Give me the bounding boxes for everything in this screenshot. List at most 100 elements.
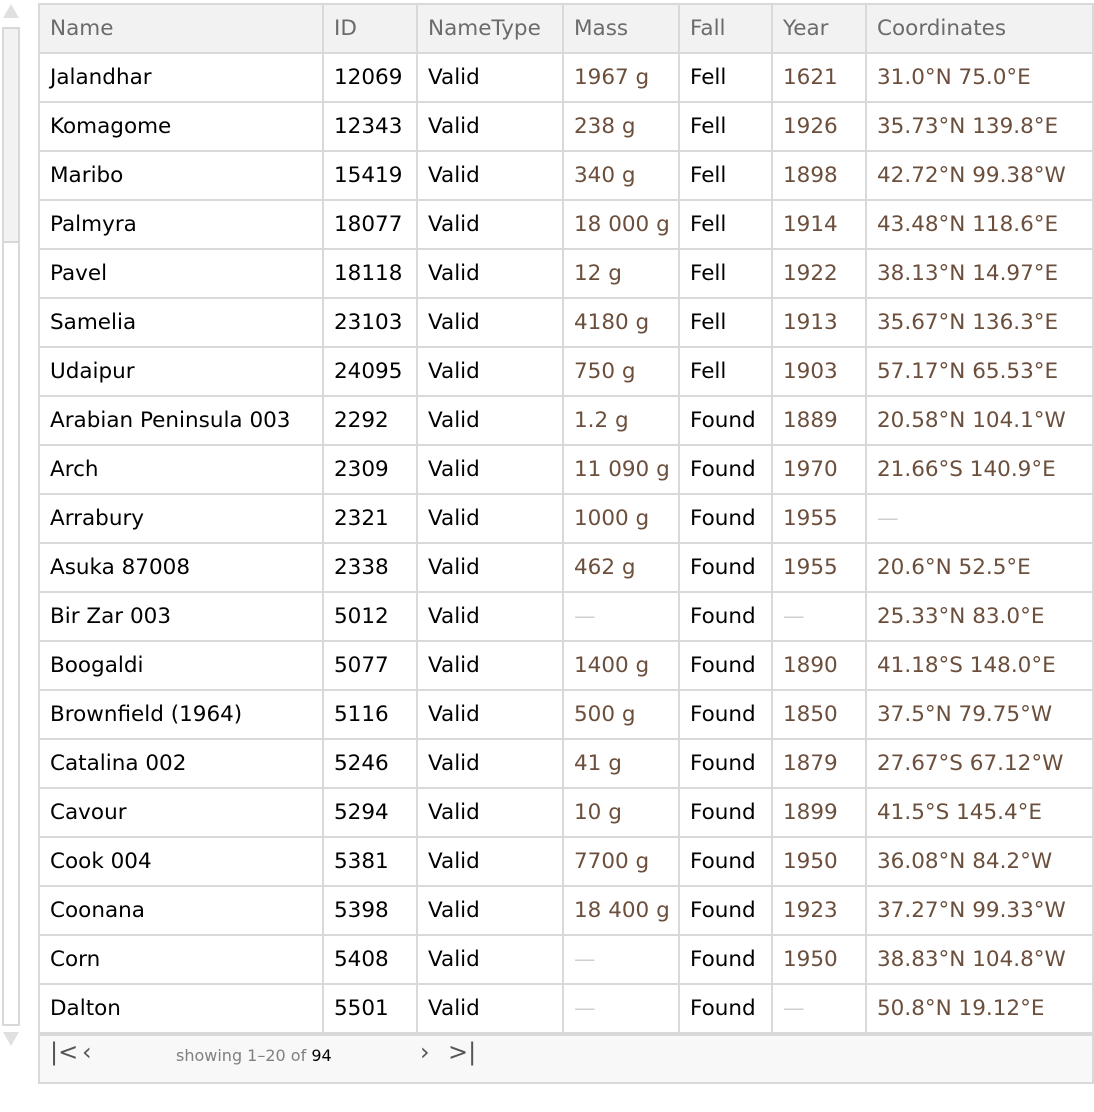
- scrollbar-track[interactable]: [2, 27, 20, 1026]
- cell-fall: Found: [678, 542, 773, 593]
- cell-year: 1923: [771, 885, 867, 936]
- cell-nametype: Valid: [416, 101, 564, 152]
- table-row[interactable]: Arch 2309 Valid 11 090 g Found 1970 21.66°S 14…: [40, 444, 1092, 495]
- cell-name: Cook 004: [40, 836, 324, 887]
- column-header-nametype[interactable]: NameType: [416, 5, 564, 54]
- table-row[interactable]: Samelia 23103 Valid 4180 g Fell 1913 35.67°N 1…: [40, 297, 1092, 348]
- cell-id: 5246: [322, 738, 418, 789]
- last-page-icon[interactable]: >|: [448, 1038, 477, 1066]
- cell-name: Jalandhar: [40, 52, 324, 103]
- table-row[interactable]: Coonana 5398 Valid 18 400 g Found 1923 37.27°N…: [40, 885, 1092, 936]
- cell-nametype: Valid: [416, 248, 564, 299]
- cell-fall: Found: [678, 738, 773, 789]
- cell-nametype: Valid: [416, 934, 564, 985]
- cell-name: Udaipur: [40, 346, 324, 397]
- table-row[interactable]: Palmyra 18077 Valid 18 000 g Fell 1914 43.48°N…: [40, 199, 1092, 250]
- cell-year: 1890: [771, 640, 867, 691]
- scrollbar-thumb[interactable]: [4, 29, 18, 243]
- table-row[interactable]: Corn 5408 Valid — Found 1950 38.83°N 104.8°W: [40, 934, 1092, 985]
- cell-id: 18077: [322, 199, 418, 250]
- cell-id: 24095: [322, 346, 418, 397]
- cell-fall: Fell: [678, 297, 773, 348]
- next-page-icon[interactable]: ›: [420, 1038, 430, 1066]
- table-row[interactable]: Boogaldi 5077 Valid 1400 g Found 1890 41.18°S …: [40, 640, 1092, 691]
- cell-coordinates: 43.48°N 118.6°E: [865, 199, 1092, 250]
- cell-mass: 7700 g: [562, 836, 680, 887]
- table-row[interactable]: Pavel 18118 Valid 12 g Fell 1922 38.13°N 14.97…: [40, 248, 1092, 299]
- cell-nametype: Valid: [416, 983, 564, 1034]
- table-row[interactable]: Arabian Peninsula 003 2292 Valid 1.2 g Found…: [40, 395, 1092, 446]
- cell-name: Cavour: [40, 787, 324, 838]
- column-header-fall[interactable]: Fall: [678, 5, 773, 54]
- cell-coordinates: 35.73°N 139.8°E: [865, 101, 1092, 152]
- table-row[interactable]: Brownfield (1964) 5116 Valid 500 g Found 1850…: [40, 689, 1092, 740]
- scroll-down-arrow-icon[interactable]: [3, 1032, 19, 1046]
- cell-mass: 18 000 g: [562, 199, 680, 250]
- cell-name: Bir Zar 003: [40, 591, 324, 642]
- table-row[interactable]: Maribo 15419 Valid 340 g Fell 1898 42.72°N 99.…: [40, 150, 1092, 201]
- table-row[interactable]: Bir Zar 003 5012 Valid — Found —25.33°N 83.0°…: [40, 591, 1092, 642]
- cell-mass: 1.2 g: [562, 395, 680, 446]
- cell-nametype: Valid: [416, 346, 564, 397]
- previous-page-icon[interactable]: ‹: [82, 1038, 92, 1066]
- column-header-year[interactable]: Year: [771, 5, 867, 54]
- cell-nametype: Valid: [416, 591, 564, 642]
- cell-name: Arch: [40, 444, 324, 495]
- table-row[interactable]: Udaipur 24095 Valid 750 g Fell 1903 57.17°N 65…: [40, 346, 1092, 397]
- cell-year: 1950: [771, 836, 867, 887]
- table-row[interactable]: Asuka 87008 2338 Valid 462 g Found 1955 20.6°N…: [40, 542, 1092, 593]
- cell-nametype: Valid: [416, 689, 564, 740]
- cell-coordinates: 25.33°N 83.0°E: [865, 591, 1092, 642]
- cell-mass: 1967 g: [562, 52, 680, 103]
- cell-id: 18118: [322, 248, 418, 299]
- column-header-id[interactable]: ID: [322, 5, 418, 54]
- cell-year: 1621: [771, 52, 867, 103]
- cell-nametype: Valid: [416, 542, 564, 593]
- cell-nametype: Valid: [416, 885, 564, 936]
- first-page-icon[interactable]: |<: [50, 1038, 79, 1066]
- cell-coordinates: 38.83°N 104.8°W: [865, 934, 1092, 985]
- cell-year: 1955: [771, 542, 867, 593]
- cell-mass: —: [562, 591, 680, 642]
- vertical-scrollbar[interactable]: [0, 0, 22, 1050]
- cell-id: 23103: [322, 297, 418, 348]
- column-header-mass[interactable]: Mass: [562, 5, 680, 54]
- dataset-table: Name ID NameType Mass Fall Year Coordina…: [38, 3, 1094, 1084]
- cell-fall: Found: [678, 689, 773, 740]
- cell-mass: 11 090 g: [562, 444, 680, 495]
- table-row[interactable]: Cavour 5294 Valid 10 g Found 1899 41.5°S 145.4…: [40, 787, 1092, 838]
- cell-coordinates: 41.18°S 148.0°E: [865, 640, 1092, 691]
- cell-nametype: Valid: [416, 640, 564, 691]
- cell-mass: 12 g: [562, 248, 680, 299]
- cell-name: Coonana: [40, 885, 324, 936]
- cell-year: 1898: [771, 150, 867, 201]
- cell-fall: Found: [678, 787, 773, 838]
- cell-id: 2292: [322, 395, 418, 446]
- column-header-name[interactable]: Name: [40, 5, 324, 54]
- cell-fall: Fell: [678, 52, 773, 103]
- table-row[interactable]: Komagome 12343 Valid 238 g Fell 1926 35.73°N 1…: [40, 101, 1092, 152]
- cell-year: 1899: [771, 787, 867, 838]
- cell-fall: Found: [678, 983, 773, 1034]
- table-row[interactable]: Dalton 5501 Valid — Found —50.8°N 19.12°E: [40, 983, 1092, 1034]
- cell-year: —: [771, 983, 867, 1034]
- table-row[interactable]: Arrabury 2321 Valid 1000 g Found 1955—: [40, 493, 1092, 544]
- cell-year: 1922: [771, 248, 867, 299]
- column-header-coordinates[interactable]: Coordinates: [865, 5, 1092, 54]
- cell-name: Arrabury: [40, 493, 324, 544]
- cell-year: 1914: [771, 199, 867, 250]
- cell-coordinates: 37.5°N 79.75°W: [865, 689, 1092, 740]
- cell-mass: —: [562, 983, 680, 1034]
- cell-name: Boogaldi: [40, 640, 324, 691]
- cell-coordinates: 41.5°S 145.4°E: [865, 787, 1092, 838]
- cell-id: 12343: [322, 101, 418, 152]
- table-row[interactable]: Cook 004 5381 Valid 7700 g Found 1950 36.08°N …: [40, 836, 1092, 887]
- cell-year: 1913: [771, 297, 867, 348]
- cell-id: 5408: [322, 934, 418, 985]
- table-row[interactable]: Jalandhar 12069 Valid 1967 g Fell 1621 31.0°N …: [40, 52, 1092, 103]
- cell-fall: Found: [678, 591, 773, 642]
- cell-mass: 1000 g: [562, 493, 680, 544]
- table-row[interactable]: Catalina 002 5246 Valid 41 g Found 1879 27.67°…: [40, 738, 1092, 789]
- cell-id: 12069: [322, 52, 418, 103]
- scroll-up-arrow-icon[interactable]: [3, 4, 19, 18]
